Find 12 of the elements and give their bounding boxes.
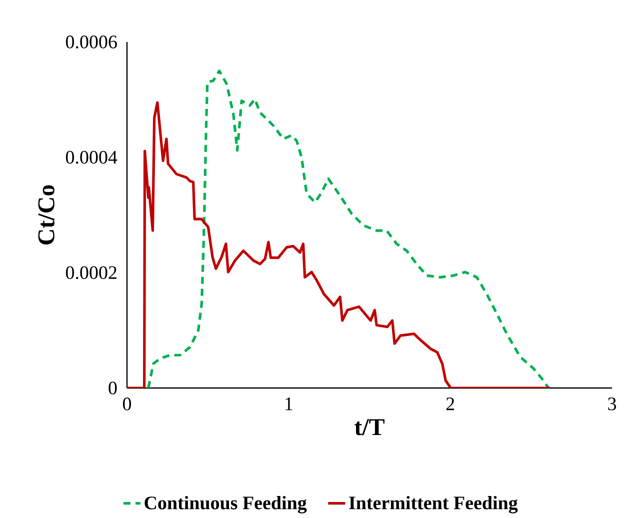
- x-tick-label: 0: [122, 398, 132, 410]
- x-tick-label: 2: [446, 398, 454, 410]
- y-tick-label: 0.0006: [66, 36, 117, 48]
- y-tick-label: 0.0004: [66, 150, 118, 164]
- legend-label: Intermittent Feeding: [349, 496, 518, 514]
- legend-label: Continuous Feeding: [144, 496, 307, 514]
- x-axis-title: t/T: [354, 419, 384, 436]
- y-axis-title: Ct/Co: [38, 185, 54, 244]
- y-tick-label: 0: [108, 382, 117, 394]
- x-tick-label: 3: [608, 398, 616, 410]
- x-tick-label: 1: [286, 398, 292, 410]
- y-tick-label: 0.0002: [66, 266, 116, 280]
